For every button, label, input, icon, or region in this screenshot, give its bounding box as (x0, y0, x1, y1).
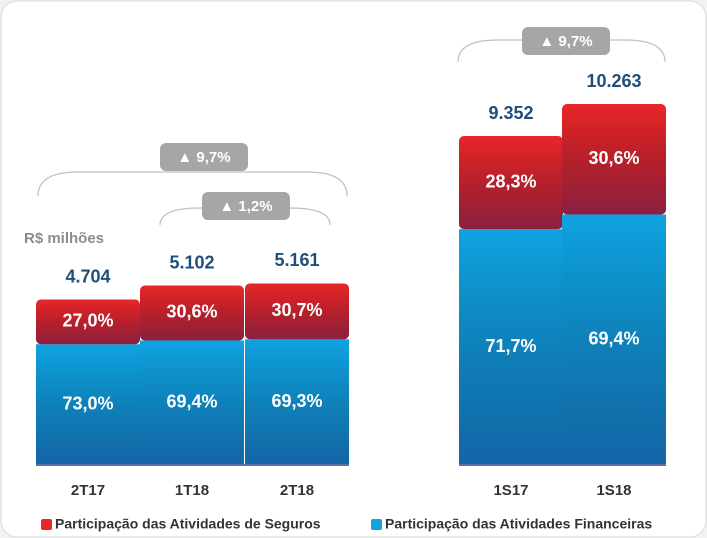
segment-label: 27,0% (62, 311, 113, 331)
segment-shade (36, 344, 140, 465)
segment-shade (562, 104, 666, 215)
unit-label: R$ milhões (24, 230, 104, 247)
annotation: ▲ 9,7% (539, 33, 592, 50)
segment-label: 30,6% (588, 148, 639, 168)
segment-shade (459, 229, 563, 465)
x-tick-label: 2T18 (280, 482, 314, 499)
total-label: 10.263 (586, 71, 641, 91)
legend-label: Participação das Atividades Financeiras (385, 516, 652, 532)
x-tick-label: 2T17 (71, 482, 105, 499)
legend-label: Participação das Atividades de Seguros (55, 516, 321, 532)
annotation: ▲ 9,7% (177, 149, 230, 166)
segment-label: 69,3% (271, 391, 322, 411)
segment-label: 69,4% (588, 328, 639, 348)
legend-swatch (371, 519, 382, 530)
segment-shade (140, 340, 244, 465)
annotation: ▲ 1,2% (219, 198, 272, 215)
segment-shade (36, 299, 140, 345)
bracket (37, 171, 348, 197)
segment-shade (562, 214, 666, 465)
annotation-box (202, 192, 290, 220)
total-label: 5.102 (169, 252, 214, 272)
x-tick-label: 1T18 (175, 482, 209, 499)
x-tick-label: 1S18 (596, 482, 631, 499)
total-label: 4.704 (65, 266, 110, 286)
annotation-box (160, 143, 248, 171)
total-label: 5.161 (274, 250, 319, 270)
segment-label: 71,7% (485, 336, 536, 356)
segment-label: 73,0% (62, 393, 113, 413)
total-label: 9.352 (488, 103, 533, 123)
annotation-box (522, 27, 610, 55)
segment-label: 28,3% (485, 171, 536, 191)
segment-label: 30,7% (271, 300, 322, 320)
segment-shade (245, 283, 349, 340)
segment-shade (245, 339, 349, 465)
legend-swatch (41, 519, 52, 530)
x-tick-label: 1S17 (493, 482, 528, 499)
segment-shade (459, 136, 563, 230)
segment-shade (140, 285, 244, 341)
segment-label: 30,6% (166, 302, 217, 322)
segment-label: 69,4% (166, 391, 217, 411)
